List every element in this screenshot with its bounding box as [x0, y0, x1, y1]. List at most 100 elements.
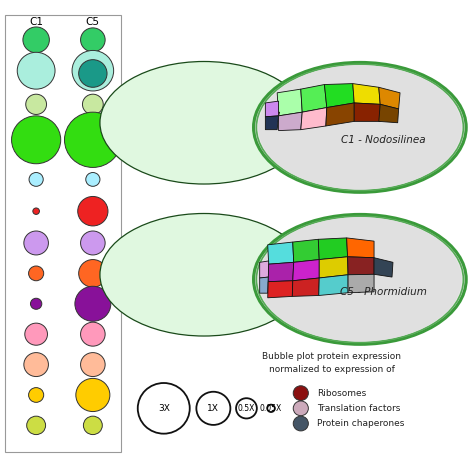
Circle shape — [82, 94, 103, 115]
Polygon shape — [354, 103, 380, 122]
Ellipse shape — [256, 216, 464, 342]
Ellipse shape — [135, 221, 313, 328]
Polygon shape — [260, 277, 268, 293]
Ellipse shape — [275, 101, 331, 145]
Ellipse shape — [275, 253, 331, 297]
Circle shape — [293, 416, 309, 431]
Circle shape — [64, 112, 121, 167]
Polygon shape — [268, 262, 294, 282]
Ellipse shape — [254, 214, 466, 344]
Circle shape — [86, 172, 100, 186]
Circle shape — [196, 392, 230, 425]
Text: C1 - Nodosilinea: C1 - Nodosilinea — [341, 135, 426, 145]
Text: Translation factors: Translation factors — [317, 404, 400, 413]
Circle shape — [293, 386, 309, 401]
Polygon shape — [318, 238, 347, 260]
Circle shape — [28, 388, 44, 402]
Polygon shape — [292, 278, 319, 297]
Circle shape — [29, 172, 43, 186]
Circle shape — [23, 27, 49, 53]
Circle shape — [27, 416, 46, 435]
Ellipse shape — [118, 66, 310, 180]
Polygon shape — [324, 84, 354, 108]
Circle shape — [25, 323, 47, 345]
Polygon shape — [301, 108, 327, 130]
Circle shape — [24, 231, 48, 255]
Ellipse shape — [257, 249, 329, 301]
Ellipse shape — [205, 85, 322, 160]
Ellipse shape — [240, 245, 327, 305]
Circle shape — [24, 353, 48, 377]
Circle shape — [30, 298, 42, 309]
Polygon shape — [301, 85, 327, 112]
Circle shape — [75, 286, 111, 321]
Text: Bubble plot protein expression
normalized to expression of: Bubble plot protein expression normalize… — [262, 353, 401, 374]
Polygon shape — [279, 112, 302, 131]
Circle shape — [76, 378, 110, 412]
Text: Protein chaperones: Protein chaperones — [317, 419, 404, 428]
Circle shape — [78, 196, 108, 226]
Ellipse shape — [257, 97, 329, 149]
Polygon shape — [265, 101, 279, 117]
Text: C5 - Phormidium: C5 - Phormidium — [340, 287, 427, 297]
Text: Ribosomes: Ribosomes — [317, 389, 366, 398]
Text: 3X: 3X — [158, 404, 170, 413]
Polygon shape — [319, 257, 348, 278]
Polygon shape — [347, 257, 374, 275]
Polygon shape — [293, 260, 319, 281]
Circle shape — [79, 260, 107, 287]
Ellipse shape — [222, 241, 324, 309]
Circle shape — [236, 398, 257, 419]
Circle shape — [293, 401, 309, 416]
Polygon shape — [348, 274, 374, 293]
Ellipse shape — [135, 69, 313, 176]
Ellipse shape — [153, 225, 315, 324]
Circle shape — [79, 60, 107, 87]
Circle shape — [28, 266, 44, 281]
Ellipse shape — [170, 229, 318, 320]
Ellipse shape — [222, 89, 324, 157]
Circle shape — [81, 28, 105, 52]
Circle shape — [267, 405, 275, 412]
Polygon shape — [293, 239, 319, 262]
Circle shape — [33, 208, 39, 214]
FancyBboxPatch shape — [5, 14, 121, 452]
Text: C5: C5 — [86, 17, 100, 27]
Polygon shape — [353, 84, 380, 104]
Circle shape — [72, 50, 114, 91]
Ellipse shape — [100, 61, 308, 184]
Text: C1: C1 — [29, 17, 43, 27]
Polygon shape — [268, 242, 294, 264]
Circle shape — [83, 416, 102, 435]
Text: 0.05X: 0.05X — [260, 404, 282, 413]
Circle shape — [17, 52, 55, 89]
Ellipse shape — [153, 73, 315, 172]
Ellipse shape — [258, 217, 462, 341]
Polygon shape — [379, 104, 399, 123]
Polygon shape — [265, 116, 279, 130]
Circle shape — [81, 231, 105, 255]
Polygon shape — [268, 281, 293, 298]
Ellipse shape — [205, 237, 322, 312]
Ellipse shape — [256, 64, 464, 190]
Ellipse shape — [240, 93, 327, 153]
Polygon shape — [260, 261, 269, 278]
Polygon shape — [374, 258, 393, 277]
Ellipse shape — [187, 233, 319, 316]
Circle shape — [81, 322, 105, 346]
Ellipse shape — [100, 213, 308, 336]
Ellipse shape — [187, 81, 319, 164]
Circle shape — [26, 94, 46, 115]
Polygon shape — [379, 87, 400, 109]
Circle shape — [81, 353, 105, 377]
Polygon shape — [277, 89, 302, 116]
Ellipse shape — [170, 77, 318, 168]
Polygon shape — [319, 275, 348, 296]
Polygon shape — [272, 112, 280, 117]
Ellipse shape — [254, 62, 466, 192]
Text: 0.5X: 0.5X — [238, 404, 255, 413]
Ellipse shape — [118, 218, 310, 332]
Polygon shape — [326, 103, 354, 126]
Text: 1X: 1X — [208, 404, 219, 413]
Polygon shape — [346, 238, 374, 258]
